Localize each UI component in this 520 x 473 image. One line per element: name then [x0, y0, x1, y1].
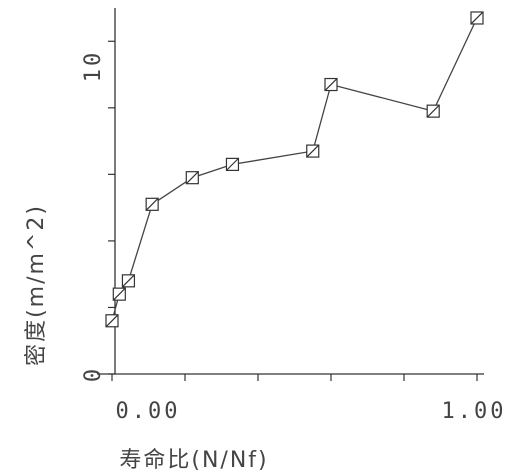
data-point-stroke [112, 287, 126, 301]
series-line [111, 17, 478, 321]
data-point-stroke [426, 104, 440, 118]
data-point-stroke [306, 144, 320, 158]
data-point-stroke [185, 171, 199, 185]
data-point-stroke [470, 11, 484, 25]
y-axis-label: 密度(m/m^2) [24, 204, 49, 366]
y-tick-label-10: 10 [81, 50, 106, 83]
x-axis-label: 寿命比(N/Nf) [119, 448, 268, 473]
data-point-stroke [105, 314, 119, 328]
y-tick-label-0: 0 [81, 366, 106, 382]
data-point-stroke [226, 157, 239, 171]
x-tick-label-1: 1.00 [442, 399, 507, 424]
data-point-stroke [145, 197, 159, 211]
x-tick-label-0: 0.00 [116, 399, 181, 424]
x-ticks [111, 374, 478, 381]
data-point-stroke [324, 78, 338, 91]
data-point-stroke [122, 274, 135, 288]
data-markers [105, 11, 484, 328]
